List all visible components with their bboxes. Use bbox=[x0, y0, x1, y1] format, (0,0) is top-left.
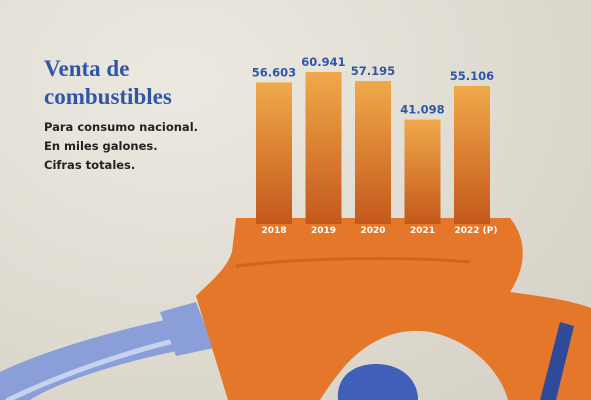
fuel-nozzle-icon bbox=[196, 218, 591, 400]
bar-value-label: 57.195 bbox=[351, 64, 395, 78]
bar-2019 bbox=[305, 72, 342, 224]
bar-series: 56.603 2018 60.941 2019 57.195 2020 41.098 2021… bbox=[252, 55, 498, 236]
subtitle-line-3: Cifras totales. bbox=[44, 158, 136, 172]
bar-category-label: 2018 bbox=[261, 226, 286, 236]
nozzle-body bbox=[196, 218, 591, 400]
bar-value-label: 56.603 bbox=[252, 65, 296, 79]
bar-value-label: 41.098 bbox=[400, 103, 444, 117]
fuel-hose-icon bbox=[0, 302, 418, 400]
nozzle-spout-dark bbox=[337, 364, 418, 400]
bar-category-label: 2019 bbox=[311, 226, 336, 236]
chart-subtitle: Para consumo nacional. En miles galones.… bbox=[44, 118, 244, 175]
page-title: Venta de combustibles bbox=[44, 56, 172, 109]
bar-2020 bbox=[355, 80, 391, 224]
bar-2022-P bbox=[454, 85, 490, 225]
nozzle-handle-groove bbox=[235, 257, 471, 268]
bar-value-label: 55.106 bbox=[450, 69, 494, 83]
bar-2018 bbox=[256, 82, 292, 224]
bar-category-label: 2021 bbox=[410, 226, 435, 236]
bar-category-label: 2022 (P) bbox=[454, 226, 497, 236]
bar-category-label: 2020 bbox=[360, 226, 385, 236]
nozzle-lever-shadow bbox=[540, 322, 574, 400]
hose-collar bbox=[160, 302, 214, 356]
bar-2021 bbox=[404, 119, 441, 224]
subtitle-line-2: En miles galones. bbox=[44, 139, 158, 153]
subtitle-line-1: Para consumo nacional. bbox=[44, 120, 199, 134]
bar-value-label: 60.941 bbox=[301, 55, 345, 69]
